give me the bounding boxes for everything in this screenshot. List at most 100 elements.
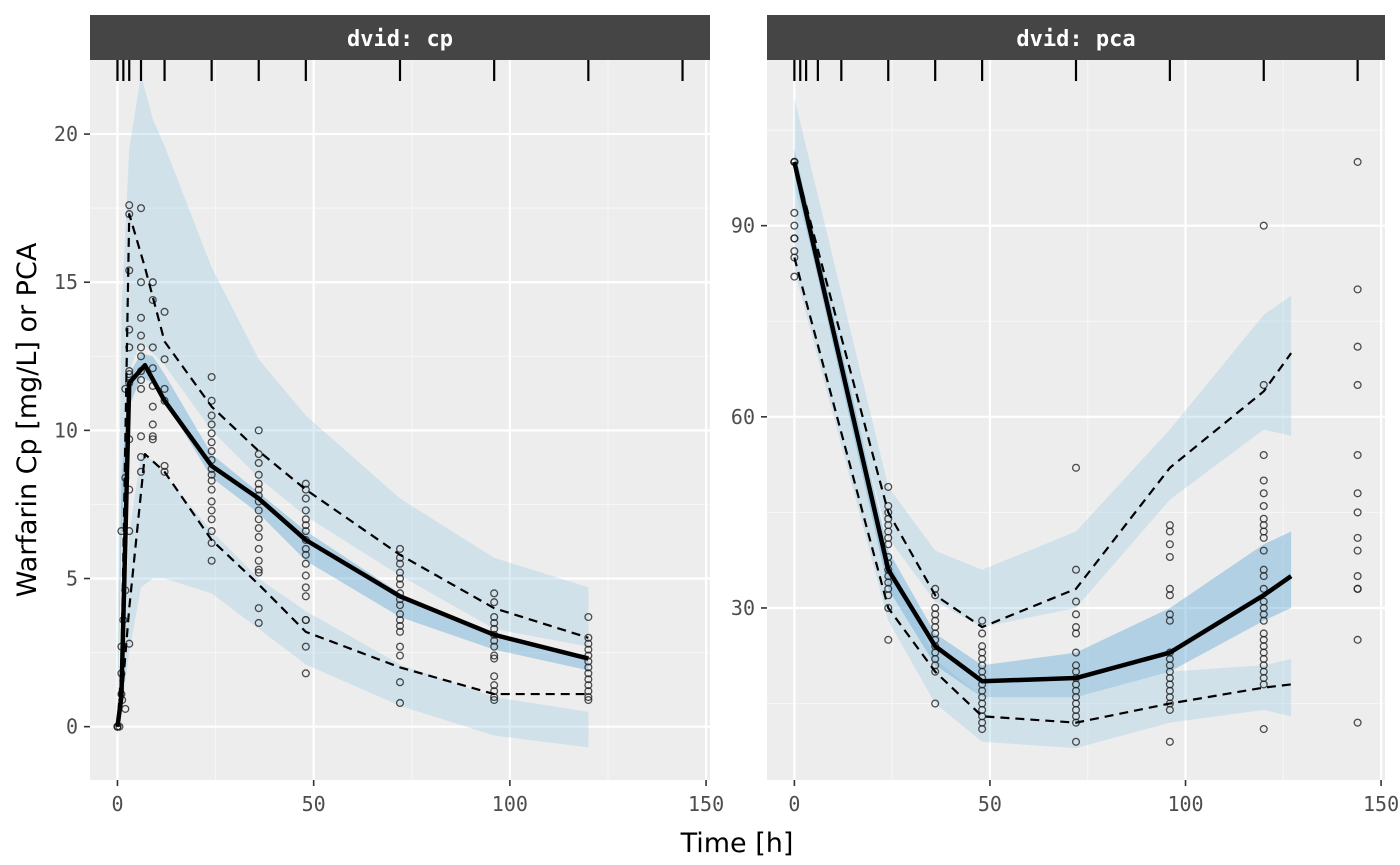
observation-point — [1071, 737, 1081, 746]
observation-point — [254, 450, 263, 459]
observation-point — [301, 615, 310, 625]
observation-point — [1353, 450, 1362, 460]
observation-point — [301, 479, 310, 488]
observation-point — [1165, 616, 1174, 625]
observation-point — [1071, 565, 1081, 574]
observation-point — [207, 396, 216, 405]
observation-point — [148, 364, 157, 373]
observation-point — [884, 482, 893, 491]
observation-point — [395, 615, 405, 625]
observation-point — [395, 678, 405, 687]
observation-point — [1353, 285, 1362, 294]
observation-point — [207, 372, 216, 382]
observation-point — [1353, 380, 1362, 390]
observation-point — [584, 669, 593, 678]
y-tick-label: 15 — [54, 270, 78, 294]
observation-point — [1165, 591, 1174, 600]
pi-ribbon-median — [117, 353, 589, 730]
observation-point — [490, 695, 499, 705]
observation-point — [301, 521, 310, 530]
observation-point — [207, 515, 216, 524]
observation-point — [395, 568, 405, 577]
observation-point — [395, 651, 405, 660]
obs-percentile-95-line — [116, 212, 589, 727]
observation-point — [148, 295, 157, 305]
panel-cp: dvid: cp 0 50 100 150 0 5 10 15 20 — [54, 15, 724, 816]
observation-point — [136, 278, 146, 287]
observation-point — [884, 540, 893, 549]
x-tick-label: 50 — [302, 792, 326, 816]
x-tick-label: 100 — [1167, 792, 1203, 816]
x-tick-label: 100 — [492, 792, 528, 816]
observation-point — [584, 645, 593, 654]
observation-point — [136, 204, 146, 213]
observation-point — [1259, 584, 1268, 593]
observation-point — [148, 432, 157, 441]
observation-point — [207, 411, 216, 420]
panel-background — [767, 60, 1385, 780]
observation-point — [254, 470, 263, 479]
observation-point — [395, 642, 405, 651]
observation-point — [931, 667, 940, 676]
x-tick-label: 50 — [978, 792, 1002, 816]
observation-point — [160, 307, 169, 316]
pi-ribbon-upper — [794, 98, 1292, 628]
observation-point — [1071, 463, 1081, 472]
observation-point — [1259, 450, 1268, 460]
facet-strip-label: dvid: pca — [1016, 27, 1135, 52]
observation-point — [125, 325, 134, 334]
observation-point — [254, 524, 263, 533]
observation-point — [136, 352, 146, 361]
observation-point — [978, 629, 987, 638]
observation-point — [790, 208, 799, 217]
observation-point — [207, 497, 216, 506]
observation-point — [136, 343, 146, 352]
pi-ribbon-lower — [117, 454, 589, 748]
observation-point — [395, 574, 405, 583]
observation-point — [136, 313, 146, 322]
observation-point — [301, 642, 310, 651]
observation-point — [490, 612, 499, 622]
observation-point — [395, 621, 405, 630]
observation-point — [125, 367, 134, 376]
y-tick-label: 30 — [731, 596, 755, 620]
y-tick-label: 90 — [731, 214, 755, 238]
observation-point — [301, 592, 310, 601]
observation-point — [1259, 476, 1268, 485]
y-tick-label: 0 — [66, 715, 78, 739]
observation-point — [207, 506, 216, 515]
observation-point — [160, 384, 169, 393]
observation-point — [584, 663, 593, 672]
observation-point — [1259, 533, 1268, 542]
observation-point — [1353, 342, 1362, 351]
observation-point — [1259, 489, 1268, 498]
observation-point — [395, 601, 405, 610]
facet-strip — [90, 15, 710, 60]
observation-point — [584, 681, 593, 690]
observation-point — [254, 618, 263, 628]
observation-point — [148, 402, 157, 411]
observation-point — [207, 476, 216, 485]
observation-point — [1259, 572, 1268, 581]
observation-point — [207, 438, 216, 447]
observation-point — [1259, 724, 1268, 734]
observation-point — [1353, 157, 1362, 166]
x-tick-label: 150 — [1363, 792, 1399, 816]
observation-point — [136, 432, 146, 441]
observation-point — [301, 583, 310, 592]
observation-point — [395, 559, 405, 568]
panel-background — [90, 60, 710, 780]
observation-point — [1259, 680, 1268, 689]
observation-point — [254, 556, 263, 565]
observation-point — [395, 610, 405, 619]
observation-point — [1259, 380, 1268, 390]
observation-point — [1165, 552, 1174, 562]
observation-point — [1353, 508, 1362, 517]
observation-point — [1071, 648, 1081, 657]
observation-point — [1259, 546, 1268, 555]
observation-point — [254, 479, 263, 488]
x-tick-label: 0 — [788, 792, 800, 816]
observation-point — [301, 571, 310, 580]
observation-point — [490, 598, 499, 607]
observation-point — [160, 355, 169, 364]
